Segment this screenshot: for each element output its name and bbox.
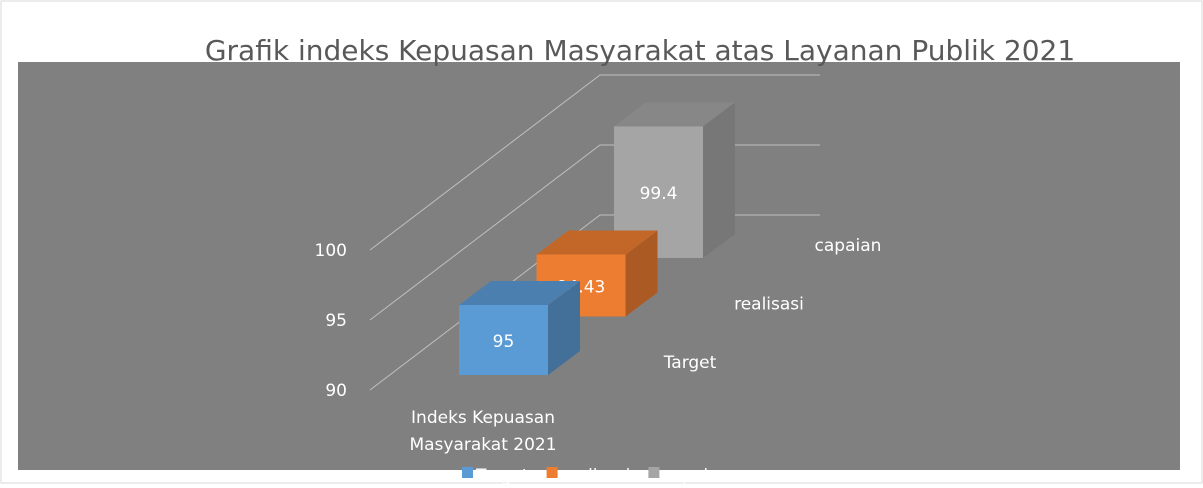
legend-swatch — [462, 467, 473, 478]
bar-side — [625, 230, 658, 317]
data-label: 99.4 — [640, 184, 678, 204]
depth-axis-label: capaian — [815, 236, 882, 256]
y-tick-label: 90 — [325, 381, 347, 401]
legend-swatch — [546, 467, 558, 478]
grid-line — [369, 74, 820, 251]
bar-top — [459, 281, 580, 305]
bar-front — [614, 126, 703, 259]
legend-swatch — [648, 467, 660, 478]
legend-label: Target — [475, 466, 529, 484]
bar-side — [703, 102, 735, 259]
bar-top — [614, 102, 735, 127]
bar-front — [459, 305, 548, 375]
data-label: 95 — [493, 332, 515, 352]
grid-line — [369, 214, 820, 391]
bar-side — [548, 281, 580, 375]
legend-label: capaian — [662, 466, 729, 484]
depth-axis-label: Target — [663, 353, 717, 373]
category-label-box: Indeks Kepuasan Masyarakat 2021 — [409, 408, 557, 455]
depth-axis-label: realisasi — [734, 295, 804, 315]
chart-title: Grafik indeks Kepuasan Masyarakat atas L… — [205, 34, 1075, 67]
y-tick-label: 100 — [315, 241, 347, 261]
legend-label: realisasi — [561, 466, 631, 484]
bar-top — [536, 230, 658, 255]
grid-line — [369, 144, 820, 321]
y-tick-label: 95 — [325, 311, 347, 331]
bar — [614, 102, 735, 259]
bar — [459, 281, 580, 375]
x-tick-label: Indeks Kepuasan Masyarakat 2021 — [409, 408, 557, 455]
